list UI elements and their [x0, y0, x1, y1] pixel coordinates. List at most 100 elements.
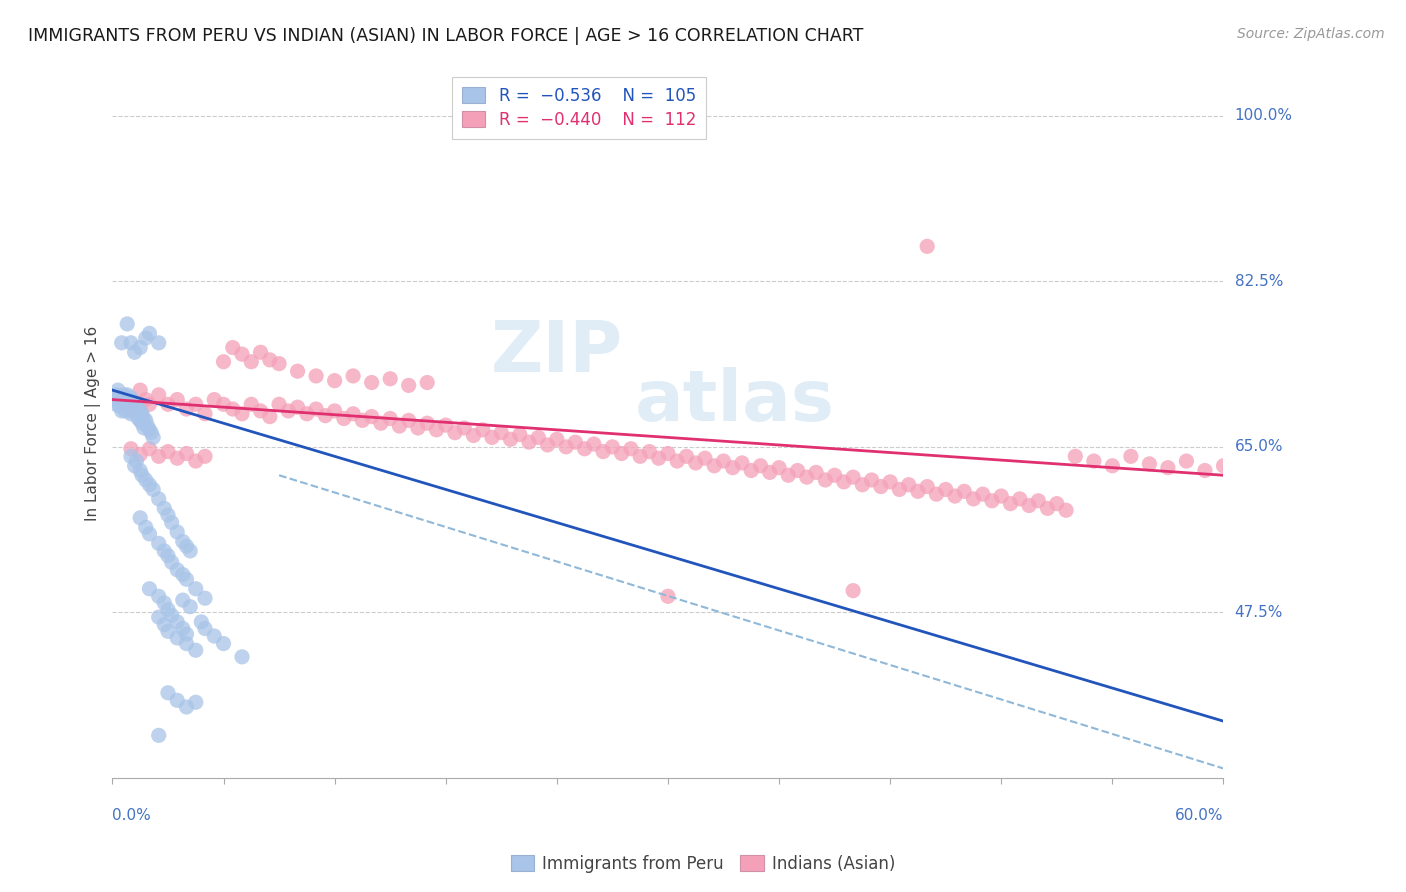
Point: [112, 400, 135, 414]
Point: [194, 591, 217, 606]
Text: 0.0%: 0.0%: [112, 808, 152, 823]
Point: [131, 468, 153, 483]
Text: 65.0%: 65.0%: [1234, 440, 1284, 454]
Point: [179, 599, 201, 614]
Point: [172, 567, 194, 582]
Point: [546, 432, 568, 446]
Point: [125, 454, 148, 468]
Point: [259, 409, 281, 424]
Point: [638, 444, 661, 458]
Point: [129, 341, 152, 355]
Point: [657, 446, 679, 460]
Point: [176, 446, 198, 460]
Point: [114, 397, 136, 411]
Point: [574, 442, 596, 456]
Point: [804, 466, 827, 480]
Point: [120, 335, 142, 350]
Point: [703, 458, 725, 473]
Point: [323, 404, 346, 418]
Point: [135, 331, 157, 345]
Point: [860, 473, 883, 487]
Point: [153, 501, 176, 516]
Point: [212, 397, 235, 411]
Point: [108, 399, 131, 413]
Legend: Immigrants from Peru, Indians (Asian): Immigrants from Peru, Indians (Asian): [503, 848, 903, 880]
Point: [172, 534, 194, 549]
Point: [129, 447, 152, 461]
Point: [259, 352, 281, 367]
Point: [768, 460, 790, 475]
Point: [1212, 458, 1234, 473]
Point: [115, 388, 138, 402]
Point: [342, 407, 364, 421]
Point: [323, 374, 346, 388]
Point: [138, 527, 160, 541]
Point: [842, 470, 865, 484]
Point: [160, 516, 183, 530]
Point: [112, 388, 135, 402]
Point: [172, 593, 194, 607]
Point: [138, 423, 160, 437]
Point: [851, 477, 873, 491]
Point: [141, 425, 163, 440]
Point: [115, 397, 138, 411]
Point: [176, 627, 198, 641]
Point: [156, 624, 179, 639]
Point: [1194, 463, 1216, 477]
Point: [222, 402, 245, 417]
Point: [135, 473, 157, 487]
Point: [287, 364, 309, 378]
Point: [176, 539, 198, 553]
Point: [749, 458, 772, 473]
Point: [1137, 457, 1160, 471]
Point: [176, 700, 198, 714]
Point: [1026, 493, 1049, 508]
Point: [527, 430, 550, 444]
Point: [160, 555, 183, 569]
Point: [962, 491, 984, 506]
Point: [148, 388, 170, 402]
Point: [176, 402, 198, 417]
Point: [118, 397, 141, 411]
Text: 82.5%: 82.5%: [1234, 274, 1282, 289]
Point: [471, 423, 494, 437]
Point: [416, 376, 439, 390]
Point: [132, 411, 155, 425]
Point: [352, 413, 374, 427]
Point: [148, 728, 170, 742]
Point: [156, 602, 179, 616]
Point: [184, 454, 207, 468]
Point: [434, 418, 457, 433]
Point: [153, 617, 176, 632]
Point: [425, 423, 447, 437]
Point: [176, 572, 198, 586]
Point: [202, 392, 225, 407]
Point: [118, 404, 141, 418]
Point: [222, 341, 245, 355]
Point: [179, 544, 201, 558]
Point: [240, 397, 263, 411]
Point: [120, 442, 142, 456]
Point: [148, 491, 170, 506]
Point: [127, 411, 149, 425]
Point: [491, 425, 513, 440]
Text: atlas: atlas: [634, 368, 835, 436]
Point: [333, 411, 356, 425]
Point: [1083, 454, 1105, 468]
Point: [160, 608, 183, 623]
Point: [194, 407, 217, 421]
Point: [240, 355, 263, 369]
Point: [915, 239, 938, 253]
Point: [231, 649, 253, 664]
Point: [107, 383, 129, 397]
Point: [380, 372, 402, 386]
Point: [582, 437, 605, 451]
Point: [156, 686, 179, 700]
Point: [115, 394, 138, 409]
Point: [107, 394, 129, 409]
Point: [249, 345, 271, 359]
Point: [148, 335, 170, 350]
Point: [120, 399, 142, 413]
Point: [1175, 454, 1198, 468]
Point: [111, 397, 134, 411]
